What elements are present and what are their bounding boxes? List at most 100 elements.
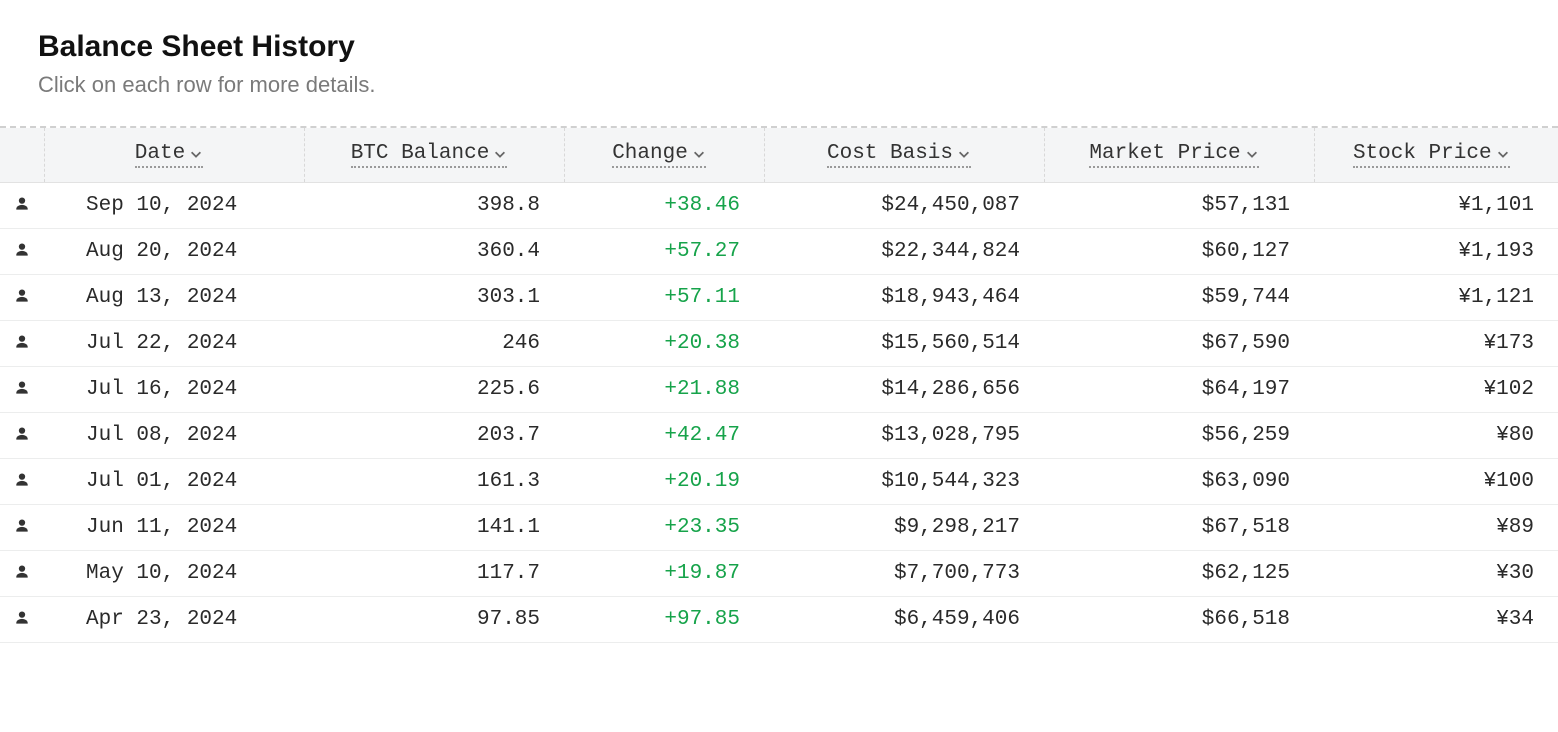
cell-date: May 10, 2024	[44, 551, 304, 597]
cell-btc-balance: 246	[304, 321, 564, 367]
cell-change: +21.88	[564, 367, 764, 413]
table-row[interactable]: Aug 13, 2024303.1+57.11$18,943,464$59,74…	[0, 275, 1558, 321]
col-label-market-price: Market Price	[1089, 142, 1240, 165]
table-row[interactable]: Jul 16, 2024225.6+21.88$14,286,656$64,19…	[0, 367, 1558, 413]
cell-market-price: $57,131	[1044, 183, 1314, 229]
balance-history-table-wrap: Date BTC Balance Change	[0, 126, 1558, 643]
cell-cost-basis: $18,943,464	[764, 275, 1044, 321]
person-icon	[13, 241, 31, 259]
col-label-change: Change	[612, 142, 688, 165]
cell-btc-balance: 161.3	[304, 459, 564, 505]
col-header-icon	[0, 128, 44, 183]
chevron-down-icon	[1496, 147, 1510, 161]
cell-btc-balance: 141.1	[304, 505, 564, 551]
person-icon	[13, 287, 31, 305]
cell-cost-basis: $13,028,795	[764, 413, 1044, 459]
row-icon-cell	[0, 505, 44, 551]
cell-stock-price: ¥100	[1314, 459, 1558, 505]
col-header-cost-basis[interactable]: Cost Basis	[764, 128, 1044, 183]
cell-stock-price: ¥102	[1314, 367, 1558, 413]
chevron-down-icon	[493, 147, 507, 161]
cell-date: Aug 13, 2024	[44, 275, 304, 321]
col-header-date[interactable]: Date	[44, 128, 304, 183]
table-row[interactable]: Jun 11, 2024141.1+23.35$9,298,217$67,518…	[0, 505, 1558, 551]
person-icon	[13, 517, 31, 535]
person-icon	[13, 425, 31, 443]
cell-btc-balance: 117.7	[304, 551, 564, 597]
cell-stock-price: ¥89	[1314, 505, 1558, 551]
cell-date: Aug 20, 2024	[44, 229, 304, 275]
balance-history-table: Date BTC Balance Change	[0, 128, 1558, 643]
col-header-change[interactable]: Change	[564, 128, 764, 183]
table-row[interactable]: Jul 08, 2024203.7+42.47$13,028,795$56,25…	[0, 413, 1558, 459]
chevron-down-icon	[957, 147, 971, 161]
cell-change: +57.11	[564, 275, 764, 321]
table-row[interactable]: May 10, 2024117.7+19.87$7,700,773$62,125…	[0, 551, 1558, 597]
cell-stock-price: ¥34	[1314, 597, 1558, 643]
cell-cost-basis: $9,298,217	[764, 505, 1044, 551]
table-row[interactable]: Jul 22, 2024246+20.38$15,560,514$67,590¥…	[0, 321, 1558, 367]
table-row[interactable]: Jul 01, 2024161.3+20.19$10,544,323$63,09…	[0, 459, 1558, 505]
cell-stock-price: ¥173	[1314, 321, 1558, 367]
table-row[interactable]: Apr 23, 202497.85+97.85$6,459,406$66,518…	[0, 597, 1558, 643]
cell-stock-price: ¥80	[1314, 413, 1558, 459]
cell-btc-balance: 225.6	[304, 367, 564, 413]
cell-btc-balance: 398.8	[304, 183, 564, 229]
cell-cost-basis: $6,459,406	[764, 597, 1044, 643]
chevron-down-icon	[692, 147, 706, 161]
cell-market-price: $56,259	[1044, 413, 1314, 459]
cell-market-price: $67,590	[1044, 321, 1314, 367]
cell-date: Sep 10, 2024	[44, 183, 304, 229]
person-icon	[13, 195, 31, 213]
row-icon-cell	[0, 321, 44, 367]
col-header-stock-price[interactable]: Stock Price	[1314, 128, 1558, 183]
cell-market-price: $62,125	[1044, 551, 1314, 597]
page-title: Balance Sheet History	[38, 30, 1520, 64]
col-label-stock-price: Stock Price	[1353, 142, 1492, 165]
cell-market-price: $59,744	[1044, 275, 1314, 321]
cell-change: +19.87	[564, 551, 764, 597]
chevron-down-icon	[1245, 147, 1259, 161]
row-icon-cell	[0, 229, 44, 275]
cell-date: Jul 08, 2024	[44, 413, 304, 459]
cell-change: +38.46	[564, 183, 764, 229]
col-label-date: Date	[135, 142, 185, 165]
person-icon	[13, 333, 31, 351]
row-icon-cell	[0, 413, 44, 459]
cell-date: Apr 23, 2024	[44, 597, 304, 643]
cell-change: +23.35	[564, 505, 764, 551]
cell-stock-price: ¥1,193	[1314, 229, 1558, 275]
person-icon	[13, 471, 31, 489]
cell-change: +97.85	[564, 597, 764, 643]
cell-market-price: $66,518	[1044, 597, 1314, 643]
cell-btc-balance: 303.1	[304, 275, 564, 321]
cell-cost-basis: $10,544,323	[764, 459, 1044, 505]
person-icon	[13, 379, 31, 397]
person-icon	[13, 563, 31, 581]
cell-change: +20.38	[564, 321, 764, 367]
cell-cost-basis: $7,700,773	[764, 551, 1044, 597]
cell-change: +57.27	[564, 229, 764, 275]
chevron-down-icon	[189, 147, 203, 161]
cell-cost-basis: $22,344,824	[764, 229, 1044, 275]
cell-date: Jul 22, 2024	[44, 321, 304, 367]
cell-date: Jul 16, 2024	[44, 367, 304, 413]
row-icon-cell	[0, 459, 44, 505]
cell-date: Jun 11, 2024	[44, 505, 304, 551]
row-icon-cell	[0, 597, 44, 643]
cell-market-price: $64,197	[1044, 367, 1314, 413]
col-header-btc-balance[interactable]: BTC Balance	[304, 128, 564, 183]
cell-cost-basis: $15,560,514	[764, 321, 1044, 367]
col-header-market-price[interactable]: Market Price	[1044, 128, 1314, 183]
cell-btc-balance: 97.85	[304, 597, 564, 643]
cell-cost-basis: $24,450,087	[764, 183, 1044, 229]
cell-cost-basis: $14,286,656	[764, 367, 1044, 413]
cell-stock-price: ¥1,121	[1314, 275, 1558, 321]
table-row[interactable]: Aug 20, 2024360.4+57.27$22,344,824$60,12…	[0, 229, 1558, 275]
cell-btc-balance: 203.7	[304, 413, 564, 459]
cell-market-price: $67,518	[1044, 505, 1314, 551]
person-icon	[13, 609, 31, 627]
table-row[interactable]: Sep 10, 2024398.8+38.46$24,450,087$57,13…	[0, 183, 1558, 229]
cell-date: Jul 01, 2024	[44, 459, 304, 505]
cell-stock-price: ¥30	[1314, 551, 1558, 597]
